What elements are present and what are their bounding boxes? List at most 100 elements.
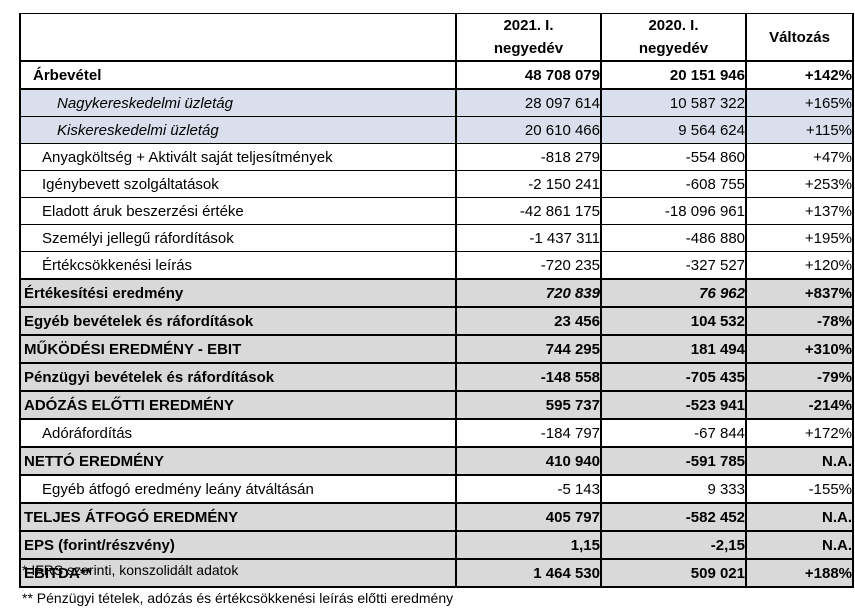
value-2021: -1 437 311 [455, 224, 602, 252]
value-2021: -148 558 [455, 362, 602, 392]
value-2020: 10 587 322 [600, 88, 747, 117]
value-2021: -184 797 [455, 418, 602, 448]
table-row-ebitda: EBITDA** 1 464 530 509 021 +188% [19, 558, 854, 588]
footnote-ebitda: ** Pénzügyi tételek, adózás és értékcsök… [22, 590, 454, 606]
row-label: TELJES ÁTFOGÓ EREDMÉNY [19, 502, 457, 532]
change-value: N.A. [745, 502, 854, 532]
value-2021: 1 464 530 [455, 558, 602, 588]
change-value: +310% [745, 334, 854, 364]
value-2021: 1,15 [455, 530, 602, 560]
row-label: EBITDA** [19, 558, 457, 588]
value-2021: -42 861 175 [455, 197, 602, 225]
value-2021: -2 150 241 [455, 170, 602, 198]
value-2020: -705 435 [600, 362, 747, 392]
table-row-material-costs: Anyagköltség + Aktivált saját teljesítmé… [19, 143, 854, 171]
header-2021-line1: 2021. I. [503, 17, 554, 34]
row-label: ADÓZÁS ELŐTTI EREDMÉNY [19, 390, 457, 420]
row-label: Egyéb átfogó eredmény leány átváltásán [19, 474, 457, 504]
value-2020: 181 494 [600, 334, 747, 364]
table-row-pretax-result: ADÓZÁS ELŐTTI EREDMÉNY 595 737 -523 941 … [19, 390, 854, 420]
table-row-services: Igénybevett szolgáltatások -2 150 241 -6… [19, 170, 854, 198]
change-value: N.A. [745, 446, 854, 476]
footnote-ifrs: * IFRS szerinti, konszolidált adatok [22, 562, 239, 578]
value-2021: -720 235 [455, 251, 602, 280]
value-2021: 23 456 [455, 306, 602, 336]
value-2021: 595 737 [455, 390, 602, 420]
row-label: Értékesítési eredmény [19, 278, 457, 308]
table-row-cogs: Eladott áruk beszerzési értéke -42 861 1… [19, 197, 854, 225]
value-2020: -327 527 [600, 251, 747, 280]
header-change: Változás [745, 13, 854, 62]
value-2021: -5 143 [455, 474, 602, 504]
value-2021: -818 279 [455, 143, 602, 171]
change-value: -214% [745, 390, 854, 420]
value-2020: 20 151 946 [600, 60, 747, 90]
row-label: Értékcsökkenési leírás [19, 251, 457, 280]
value-2020: 9 333 [600, 474, 747, 504]
value-2021: 48 708 079 [455, 60, 602, 90]
value-2021: 720 839 [455, 278, 602, 308]
header-blank-cell [19, 13, 457, 62]
change-value: -79% [745, 362, 854, 392]
table-row-financial-items: Pénzügyi bevételek és ráfordítások -148 … [19, 362, 854, 392]
change-value: +142% [745, 60, 854, 90]
value-2020: 104 532 [600, 306, 747, 336]
change-value: +172% [745, 418, 854, 448]
change-value: +120% [745, 251, 854, 280]
table-header-row: 2021. I. negyedév 2020. I. negyedév Vált… [19, 13, 854, 62]
value-2020: -554 860 [600, 143, 747, 171]
table-row-revenue: Árbevétel 48 708 079 20 151 946 +142% [19, 60, 854, 90]
value-2021: 405 797 [455, 502, 602, 532]
value-2020: -18 096 961 [600, 197, 747, 225]
change-value: N.A. [745, 530, 854, 560]
value-2020: -67 844 [600, 418, 747, 448]
header-2020-q1: 2020. I. negyedév [600, 13, 747, 62]
value-2021: 410 940 [455, 446, 602, 476]
value-2020: 76 962 [600, 278, 747, 308]
table-row-other-comprehensive: Egyéb átfogó eredmény leány átváltásán -… [19, 474, 854, 504]
table-row-tax-expense: Adóráfordítás -184 797 -67 844 +172% [19, 418, 854, 448]
row-label: Árbevétel [19, 60, 457, 90]
header-2020-line1: 2020. I. [648, 17, 699, 34]
value-2021: 28 097 614 [455, 88, 602, 117]
row-label: Személyi jellegű ráfordítások [19, 224, 457, 252]
table-row-other-income: Egyéb bevételek és ráfordítások 23 456 1… [19, 306, 854, 336]
table-row-ebit: MŰKÖDÉSI EREDMÉNY - EBIT 744 295 181 494… [19, 334, 854, 364]
row-label: Eladott áruk beszerzési értéke [19, 197, 457, 225]
row-label: Egyéb bevételek és ráfordítások [19, 306, 457, 336]
change-value: +165% [745, 88, 854, 117]
row-label: Anyagköltség + Aktivált saját teljesítmé… [19, 143, 457, 171]
financial-results-table: 2021. I. negyedév 2020. I. negyedév Vált… [19, 13, 854, 588]
table-row-eps: EPS (forint/részvény) 1,15 -2,15 N.A. [19, 530, 854, 560]
value-2021: 744 295 [455, 334, 602, 364]
change-value: +188% [745, 558, 854, 588]
change-value: +115% [745, 116, 854, 144]
change-value: -78% [745, 306, 854, 336]
change-value: -155% [745, 474, 854, 504]
value-2020: -486 880 [600, 224, 747, 252]
change-value: +253% [745, 170, 854, 198]
table-row-personnel: Személyi jellegű ráfordítások -1 437 311… [19, 224, 854, 252]
row-label: Pénzügyi bevételek és ráfordítások [19, 362, 457, 392]
value-2020: 9 564 624 [600, 116, 747, 144]
header-2020-line2: negyedév [638, 40, 709, 57]
row-label: Igénybevett szolgáltatások [19, 170, 457, 198]
value-2021: 20 610 466 [455, 116, 602, 144]
change-value: +47% [745, 143, 854, 171]
value-2020: -591 785 [600, 446, 747, 476]
table-row-depreciation: Értékcsökkenési leírás -720 235 -327 527… [19, 251, 854, 280]
row-label: NETTÓ EREDMÉNY [19, 446, 457, 476]
change-value: +837% [745, 278, 854, 308]
value-2020: -608 755 [600, 170, 747, 198]
table-row-total-comprehensive: TELJES ÁTFOGÓ EREDMÉNY 405 797 -582 452 … [19, 502, 854, 532]
table-row-net-result: NETTÓ EREDMÉNY 410 940 -591 785 N.A. [19, 446, 854, 476]
header-2021-q1: 2021. I. negyedév [455, 13, 602, 62]
change-value: +195% [745, 224, 854, 252]
table-row-wholesale: Nagykereskedelmi üzletág 28 097 614 10 5… [19, 88, 854, 117]
value-2020: 509 021 [600, 558, 747, 588]
header-2021-line2: negyedév [493, 40, 564, 57]
value-2020: -523 941 [600, 390, 747, 420]
row-label: Kiskereskedelmi üzletág [19, 116, 457, 144]
row-label: Nagykereskedelmi üzletág [19, 88, 457, 117]
